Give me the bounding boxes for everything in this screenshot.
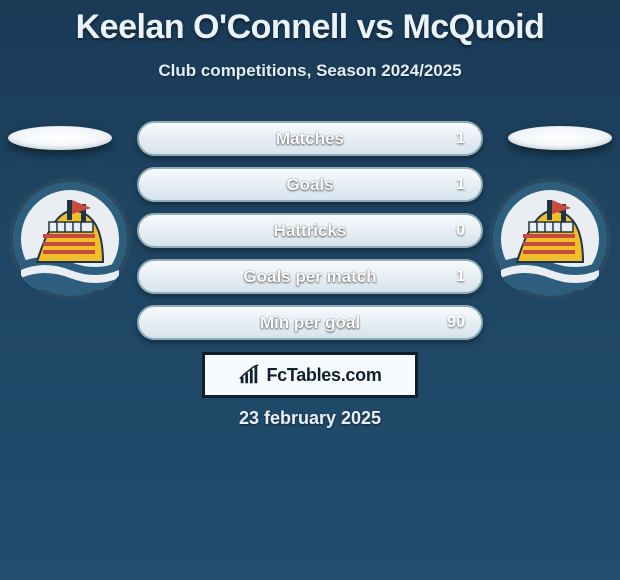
- stat-right-value: 1: [441, 130, 465, 148]
- stat-right-value: 0: [441, 222, 465, 240]
- weymouth-crest-icon: [9, 178, 131, 300]
- stat-label: Goals: [139, 175, 481, 195]
- stat-label: Hattricks: [139, 221, 481, 241]
- branding-box: FcTables.com: [202, 352, 418, 398]
- weymouth-crest-icon: [489, 178, 611, 300]
- stat-row-matches: Matches 1: [137, 121, 483, 156]
- bar-chart-icon: [238, 364, 260, 386]
- stat-row-hattricks: Hattricks 0: [137, 213, 483, 248]
- player-right-avatar: [508, 126, 612, 150]
- date-text: 23 february 2025: [0, 408, 620, 429]
- page-title: Keelan O'Connell vs McQuoid: [0, 0, 620, 47]
- stat-row-min-per-goal: Min per goal 90: [137, 305, 483, 340]
- stat-label: Goals per match: [139, 267, 481, 287]
- stat-row-goals: Goals 1: [137, 167, 483, 202]
- stat-right-value: 1: [441, 268, 465, 286]
- club-crest-right: [489, 178, 611, 300]
- stat-right-value: 90: [441, 314, 465, 332]
- comparison-infographic: Keelan O'Connell vs McQuoid Club competi…: [0, 0, 620, 580]
- stat-row-goals-per-match: Goals per match 1: [137, 259, 483, 294]
- stat-label: Matches: [139, 129, 481, 149]
- club-crest-left: [9, 178, 131, 300]
- stat-right-value: 1: [441, 176, 465, 194]
- player-left-avatar: [8, 126, 112, 150]
- subtitle: Club competitions, Season 2024/2025: [0, 61, 620, 81]
- stats-column: Matches 1 Goals 1 Hattricks 0 Goals per …: [137, 121, 483, 340]
- brand-text: FcTables.com: [266, 365, 381, 386]
- stat-label: Min per goal: [139, 313, 481, 333]
